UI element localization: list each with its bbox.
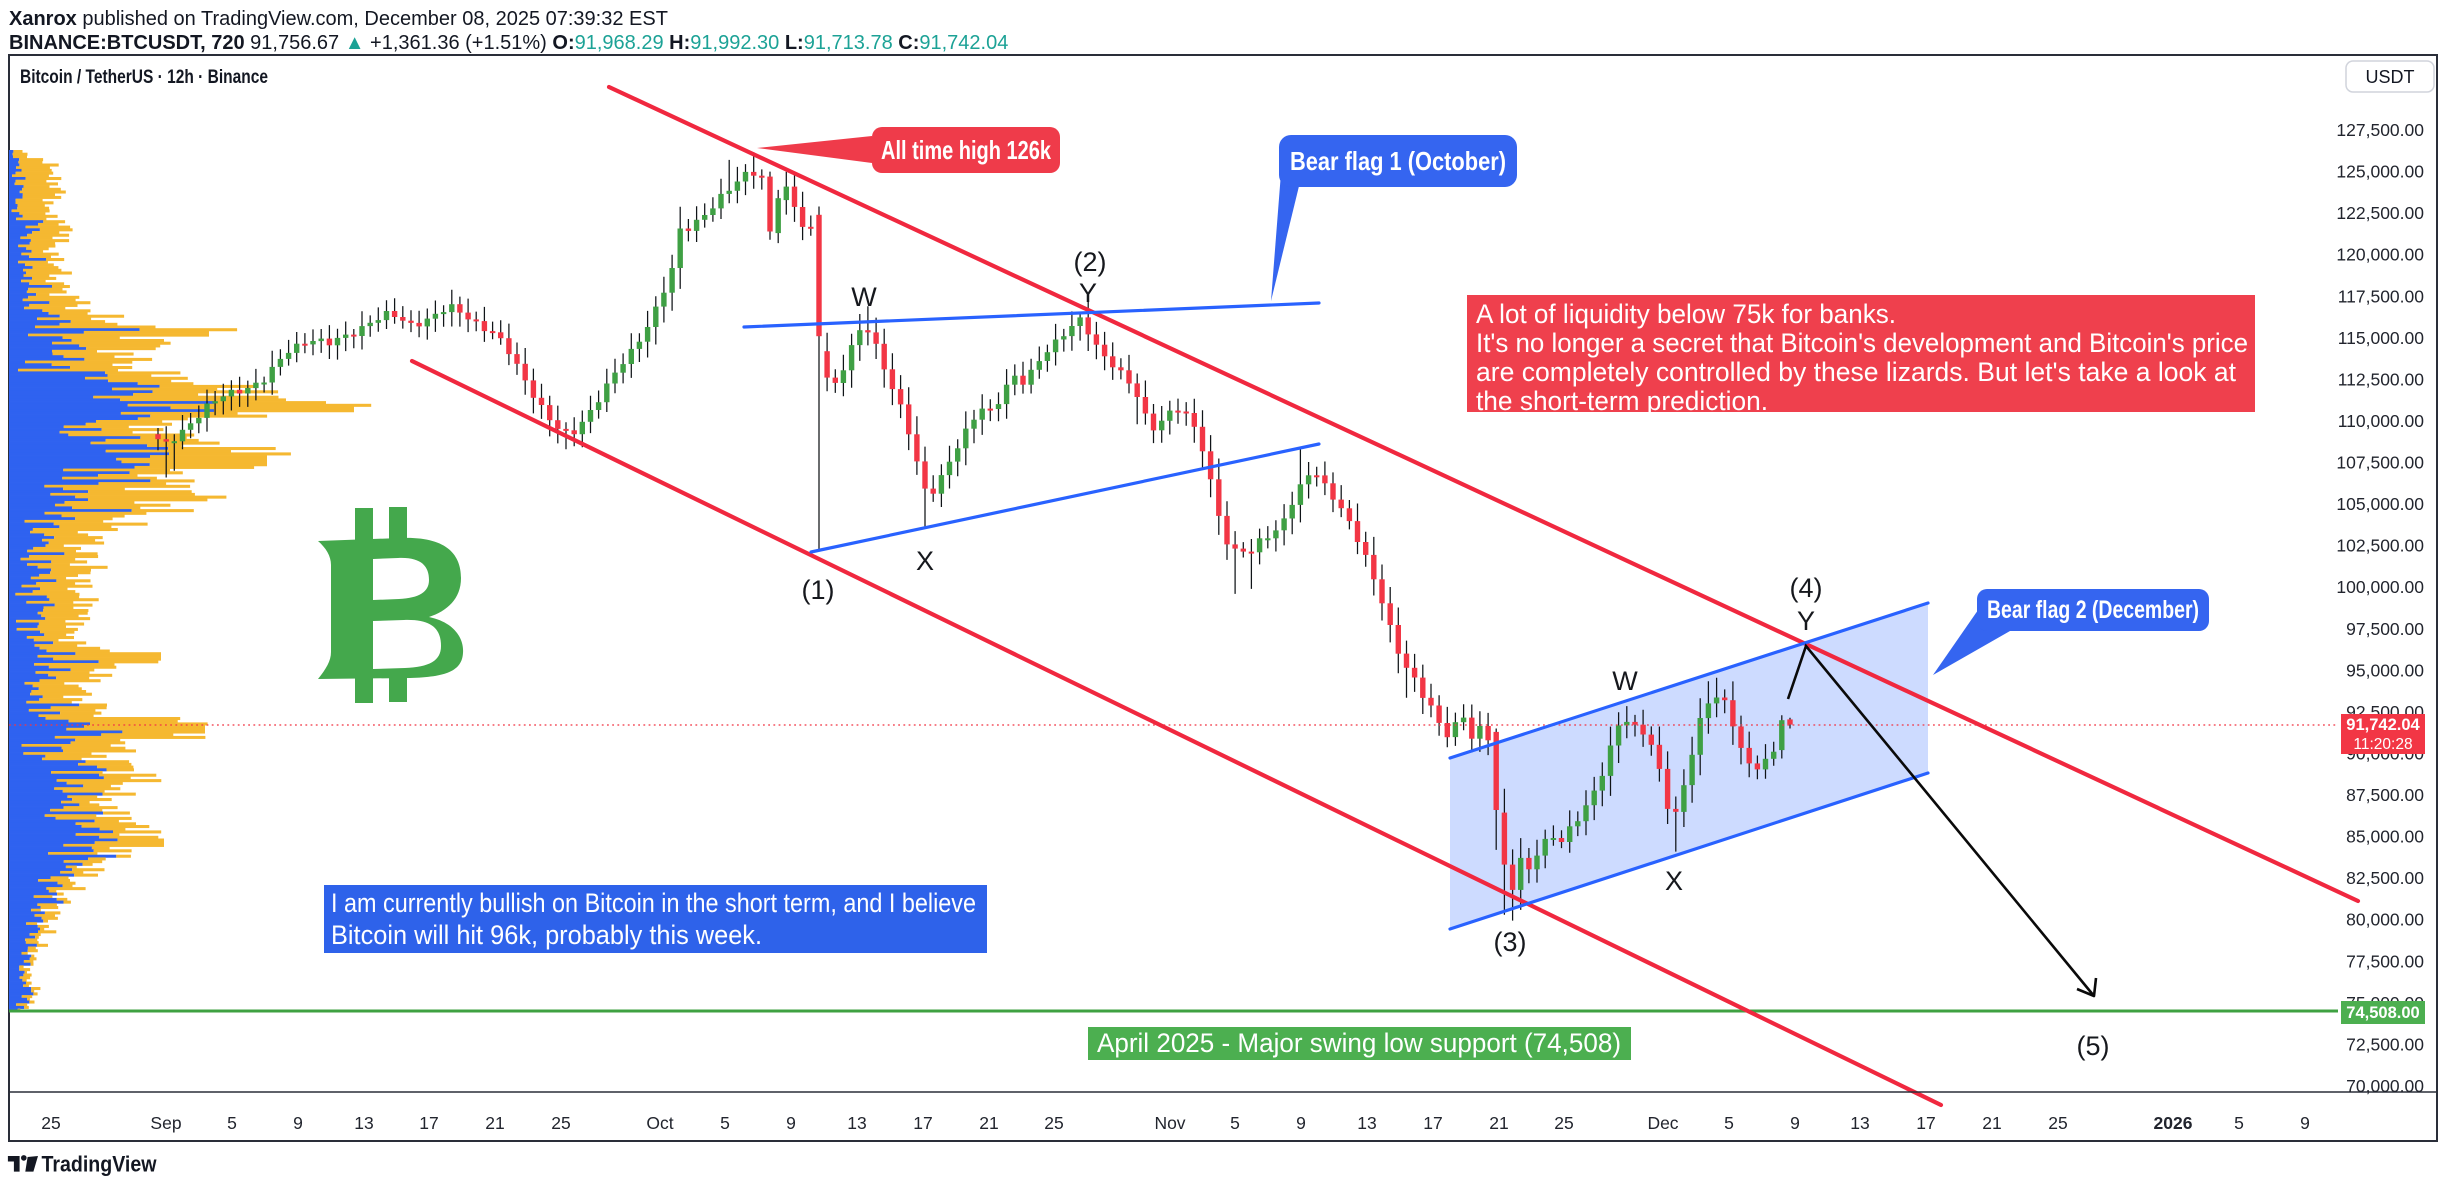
svg-text:74,508.00: 74,508.00	[2346, 1004, 2419, 1022]
svg-text:21: 21	[1489, 1113, 1508, 1133]
svg-text:(2): (2)	[1074, 247, 1107, 277]
svg-text:105,000.00: 105,000.00	[2336, 494, 2424, 514]
svg-text:70,000.00: 70,000.00	[2346, 1076, 2424, 1096]
svg-text:W: W	[1612, 666, 1638, 696]
svg-text:97,500.00: 97,500.00	[2346, 619, 2424, 639]
svg-text:April 2025 - Major swing low s: April 2025 - Major swing low support (74…	[1097, 1028, 1621, 1058]
svg-text:Xanrox published on TradingVie: Xanrox published on TradingView.com, Dec…	[9, 8, 668, 30]
svg-text:13: 13	[1850, 1113, 1869, 1133]
svg-text:80,000.00: 80,000.00	[2346, 910, 2424, 930]
svg-text:117,500.00: 117,500.00	[2338, 286, 2425, 306]
svg-text:72,500.00: 72,500.00	[2346, 1034, 2424, 1054]
svg-text:(4): (4)	[1790, 573, 1823, 603]
svg-text:82,500.00: 82,500.00	[2346, 868, 2424, 888]
svg-text:85,000.00: 85,000.00	[2346, 827, 2424, 847]
svg-text:25: 25	[551, 1113, 570, 1133]
svg-text:25: 25	[1554, 1113, 1573, 1133]
svg-text:All time high 126k: All time high 126k	[881, 135, 1051, 165]
svg-text:X: X	[916, 546, 934, 576]
svg-text:9: 9	[2300, 1113, 2310, 1133]
svg-text:Y: Y	[1079, 278, 1097, 308]
svg-text:17: 17	[1423, 1113, 1442, 1133]
svg-text:125,000.00: 125,000.00	[2336, 162, 2424, 182]
svg-text:25: 25	[41, 1113, 60, 1133]
svg-text:100,000.00: 100,000.00	[2336, 577, 2424, 597]
svg-text:2026: 2026	[2154, 1113, 2193, 1133]
svg-text:5: 5	[227, 1113, 237, 1133]
svg-text:87,500.00: 87,500.00	[2346, 785, 2424, 805]
svg-text:120,000.00: 120,000.00	[2336, 245, 2424, 265]
svg-text:5: 5	[1724, 1113, 1734, 1133]
svg-text:115,000.00: 115,000.00	[2338, 328, 2425, 348]
svg-text:17: 17	[1916, 1113, 1935, 1133]
svg-text:Nov: Nov	[1154, 1113, 1185, 1133]
svg-text:122,500.00: 122,500.00	[2336, 203, 2424, 223]
svg-text:TradingView: TradingView	[42, 1152, 157, 1177]
svg-text:21: 21	[979, 1113, 998, 1133]
svg-text:It's no longer a secret that B: It's no longer a secret that Bitcoin's d…	[1476, 328, 2248, 358]
svg-text:9: 9	[786, 1113, 796, 1133]
svg-text:Bitcoin will hit 96k, probably: Bitcoin will hit 96k, probably this week…	[331, 920, 762, 950]
svg-text:Oct: Oct	[646, 1113, 673, 1133]
svg-text:Bear flag 2 (December): Bear flag 2 (December)	[1987, 596, 2199, 624]
svg-text:X: X	[1665, 866, 1683, 896]
svg-text:127,500.00: 127,500.00	[2336, 120, 2424, 140]
svg-text:Y: Y	[1797, 606, 1815, 636]
svg-text:17: 17	[913, 1113, 932, 1133]
svg-text:112,500.00: 112,500.00	[2338, 369, 2425, 389]
svg-text:9: 9	[293, 1113, 303, 1133]
svg-text:11:20:28: 11:20:28	[2353, 736, 2412, 753]
svg-text:77,500.00: 77,500.00	[2346, 951, 2424, 971]
svg-text:21: 21	[485, 1113, 504, 1133]
svg-text:Sep: Sep	[150, 1113, 181, 1133]
svg-text:13: 13	[354, 1113, 373, 1133]
svg-text:I am currently bullish on Bitc: I am currently bullish on Bitcoin in the…	[331, 888, 976, 918]
svg-text:21: 21	[1982, 1113, 2001, 1133]
svg-text:(3): (3)	[1494, 927, 1527, 957]
svg-text:102,500.00: 102,500.00	[2336, 536, 2424, 556]
svg-text:W: W	[851, 282, 877, 312]
svg-text:13: 13	[847, 1113, 866, 1133]
svg-text:USDT: USDT	[2366, 67, 2415, 87]
svg-text:107,500.00: 107,500.00	[2336, 453, 2424, 473]
svg-text:9: 9	[1790, 1113, 1800, 1133]
svg-text:BINANCE:BTCUSDT, 720 91,756.67: BINANCE:BTCUSDT, 720 91,756.67 ▲ +1,361.…	[9, 32, 1008, 54]
svg-text:110,000.00: 110,000.00	[2338, 411, 2425, 431]
svg-text:13: 13	[1357, 1113, 1376, 1133]
svg-text:are completely controlled by t: are completely controlled by these lizar…	[1476, 357, 2236, 387]
svg-text:25: 25	[1044, 1113, 1063, 1133]
svg-text:Dec: Dec	[1647, 1113, 1678, 1133]
svg-text:A lot of liquidity below 75k f: A lot of liquidity below 75k for banks.	[1476, 299, 1896, 329]
svg-text:5: 5	[2234, 1113, 2244, 1133]
svg-text:the short-term prediction.: the short-term prediction.	[1476, 386, 1768, 416]
svg-text:25: 25	[2048, 1113, 2067, 1133]
svg-text:95,000.00: 95,000.00	[2346, 660, 2424, 680]
svg-text:91,742.04: 91,742.04	[2346, 716, 2420, 734]
svg-text:Bear flag 1 (October): Bear flag 1 (October)	[1290, 146, 1506, 176]
svg-text:17: 17	[419, 1113, 438, 1133]
svg-text:(5): (5)	[2077, 1031, 2110, 1061]
svg-text:5: 5	[1230, 1113, 1240, 1133]
svg-text:9: 9	[1296, 1113, 1306, 1133]
svg-text:Bitcoin / TetherUS · 12h · Bin: Bitcoin / TetherUS · 12h · Binance	[20, 66, 268, 88]
svg-text:5: 5	[720, 1113, 730, 1133]
svg-text:(1): (1)	[802, 575, 835, 605]
